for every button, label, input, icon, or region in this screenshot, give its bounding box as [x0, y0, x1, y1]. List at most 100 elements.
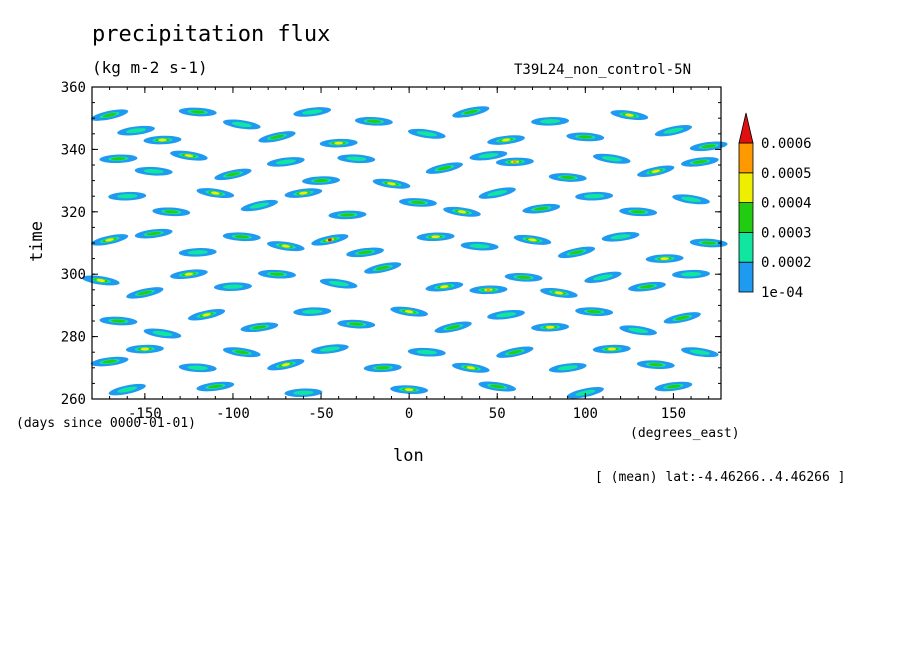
field-cell [645, 254, 684, 263]
field-cell [478, 187, 516, 199]
field-cell [99, 154, 138, 164]
field-cell [284, 388, 323, 398]
field-cell [143, 328, 182, 339]
x-tick-label: 100 [573, 406, 598, 422]
field-cell [663, 312, 701, 324]
field-cell [460, 241, 499, 251]
field-cell [372, 178, 411, 189]
field-cell [637, 165, 675, 177]
field-cell [266, 241, 305, 252]
field-cell [425, 162, 463, 174]
y-tick-label: 340 [61, 142, 86, 158]
x-axis-units: (degrees_east) [630, 426, 740, 441]
field-cell [407, 128, 446, 139]
plot-frame [91, 86, 722, 400]
field-cell [566, 132, 605, 142]
field-cell [610, 110, 649, 121]
field-cell [575, 191, 614, 201]
field-cell [170, 150, 208, 161]
field-cell [284, 188, 323, 198]
field-cell [522, 203, 561, 214]
x-tick-label: 50 [489, 406, 506, 422]
y-axis-units: (days since 0000-01-01) [16, 416, 197, 431]
field-cell [152, 207, 191, 217]
colorbar-label: 0.0006 [761, 136, 812, 152]
field-cell [672, 269, 711, 279]
field-cell [425, 281, 464, 292]
field-cell [187, 309, 226, 321]
field-cell [628, 281, 666, 292]
field-cell [416, 232, 455, 242]
field-cell [636, 360, 675, 370]
field-cell [592, 344, 631, 354]
x-tick-label: -100 [216, 406, 250, 422]
field-cell [504, 272, 543, 282]
field-cell [390, 306, 428, 317]
field-cell [487, 309, 525, 320]
x-tick-label: -50 [308, 406, 333, 422]
field-cell [258, 131, 296, 143]
field-cell [143, 135, 182, 145]
field-cell [354, 116, 393, 126]
colorbar-box [738, 142, 754, 174]
x-tick-label: 0 [405, 406, 413, 422]
y-tick-label: 260 [61, 392, 86, 408]
colorbar: 1e-04 0.0002 0.0003 0.0004 0.0005 0.0006 [738, 112, 812, 301]
field-cell [214, 168, 252, 181]
field-cell [170, 269, 208, 280]
field-cell [584, 271, 622, 284]
field-cell [407, 347, 446, 357]
y-tick-label: 320 [61, 205, 86, 221]
field-cell [126, 287, 164, 299]
field-cell [548, 362, 587, 373]
field-cell [91, 109, 129, 121]
field-cell [540, 287, 578, 298]
field-cell [90, 356, 129, 367]
field-cell [364, 262, 402, 274]
field-cell [134, 228, 173, 239]
colorbar-label: 0.0003 [761, 225, 812, 241]
y-tick-label: 280 [61, 330, 86, 346]
field-cell [487, 135, 525, 145]
field-cell [619, 325, 658, 336]
x-tick-label: -150 [128, 406, 162, 422]
field-cell [91, 234, 129, 246]
field-cell [398, 198, 437, 207]
field-cell [222, 119, 261, 130]
field-cell [196, 188, 235, 199]
field-cell [213, 282, 252, 291]
field-cell [478, 381, 517, 392]
field-cell [310, 344, 349, 354]
field-cell [566, 387, 604, 399]
axes-layer: -150 -100 -50 0 50 100 150 260 280 300 320 340 360 [61, 80, 721, 422]
field-cell [319, 278, 358, 289]
field-cell [469, 150, 508, 161]
field-cell [117, 125, 155, 136]
colorbar-label: 0.0002 [761, 255, 812, 271]
field-cell [654, 381, 693, 392]
x-axis-label: lon [393, 446, 424, 466]
colorbar-box [738, 231, 754, 263]
field-cell [337, 154, 376, 164]
colorbar-extend-arrow [738, 112, 754, 144]
field-cell [390, 385, 429, 394]
field-cell [443, 206, 481, 217]
field-cell [134, 166, 173, 176]
field-cell [240, 322, 279, 333]
y-tick-label: 300 [61, 267, 86, 283]
field-cell [81, 275, 120, 286]
field-cell [469, 285, 508, 295]
field-cell [302, 176, 341, 185]
field-cell [681, 347, 719, 358]
field-cell [689, 141, 728, 152]
field-cell [434, 321, 472, 333]
field-cell [452, 106, 490, 118]
field-cell [178, 107, 217, 117]
field-cell [346, 247, 384, 258]
field-cell [672, 194, 710, 205]
colorbar-label: 1e-04 [761, 285, 803, 301]
colorbar-label: 0.0004 [761, 196, 812, 212]
colorbar-box [738, 202, 754, 233]
field-cell [222, 232, 261, 242]
